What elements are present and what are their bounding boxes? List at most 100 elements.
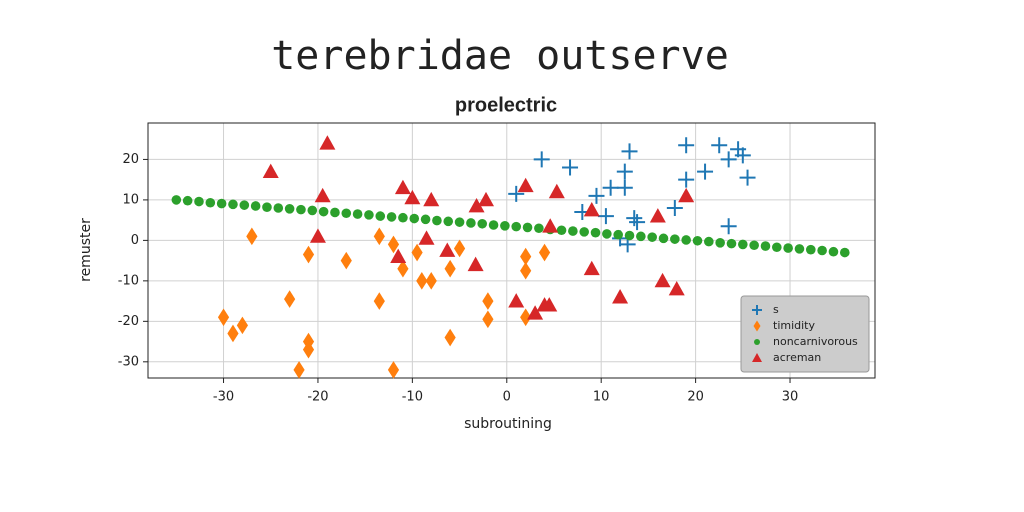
marker-triangle <box>752 353 762 362</box>
legend-label: noncarnivorous <box>773 335 858 348</box>
marker-plus <box>734 147 751 164</box>
marker-triangle <box>612 289 629 304</box>
marker-diamond <box>444 259 456 278</box>
marker-plus <box>533 151 550 168</box>
chart-subtitle: proelectric <box>455 94 557 116</box>
marker-circle <box>386 212 397 222</box>
marker-plus <box>616 163 633 180</box>
marker-circle <box>839 247 850 258</box>
marker-diamond <box>387 235 400 254</box>
marker-plus <box>508 185 525 202</box>
marker-triangle <box>309 228 326 243</box>
marker-diamond <box>444 328 456 347</box>
marker-diamond <box>482 310 494 329</box>
marker-plus <box>752 305 762 315</box>
y-tick-label: 0 <box>131 233 139 248</box>
marker-plus <box>697 163 714 180</box>
marker-diamond <box>284 290 296 308</box>
marker-circle <box>805 244 816 255</box>
marker-plus <box>562 159 579 176</box>
marker-diamond <box>302 245 315 264</box>
marker-circle <box>692 235 703 246</box>
chart-title: terebridae outserve <box>271 33 729 79</box>
marker-triangle <box>678 187 695 203</box>
marker-diamond <box>387 361 400 379</box>
marker-circle <box>454 217 465 227</box>
marker-circle <box>760 241 771 251</box>
marker-plus <box>720 218 737 235</box>
marker-diamond <box>236 316 249 335</box>
marker-plus <box>602 179 619 196</box>
marker-diamond <box>411 243 423 262</box>
marker-circle <box>420 214 431 225</box>
y-tick-label: -30 <box>118 354 139 369</box>
marker-circle <box>511 221 522 232</box>
marker-diamond <box>416 272 428 290</box>
marker-diamond <box>520 308 532 327</box>
marker-circle <box>534 223 544 234</box>
marker-circle <box>658 233 669 244</box>
marker-circle <box>749 240 759 251</box>
marker-plus <box>588 187 605 204</box>
marker-diamond <box>293 361 305 379</box>
marker-plus <box>711 137 728 154</box>
marker-circle <box>613 229 623 240</box>
marker-circle <box>488 220 499 230</box>
x-tick-label: 30 <box>782 390 799 405</box>
x-tick-label: 10 <box>593 390 610 405</box>
x-tick-label: -10 <box>402 390 423 405</box>
marker-plus <box>621 143 638 160</box>
marker-plus <box>629 214 646 231</box>
marker-circle <box>477 218 488 229</box>
marker-triangle <box>394 179 411 195</box>
marker-triangle <box>517 177 534 193</box>
marker-circle <box>296 204 306 215</box>
marker-diamond <box>753 320 761 332</box>
marker-circle <box>352 209 363 219</box>
marker-circle <box>579 227 589 237</box>
marker-diamond <box>246 227 258 246</box>
marker-triangle <box>314 187 331 203</box>
marker-triangle <box>583 202 600 217</box>
marker-circle <box>500 221 510 231</box>
x-axis-label: subroutining <box>464 416 552 432</box>
legend-box <box>740 295 870 373</box>
marker-circle <box>273 203 284 213</box>
marker-plus <box>626 210 643 227</box>
marker-circle <box>556 225 567 236</box>
x-tick-label: -30 <box>213 390 234 405</box>
marker-circle <box>205 197 216 208</box>
marker-triangle <box>404 189 421 205</box>
marker-triangle <box>418 230 435 245</box>
marker-circle <box>375 211 386 221</box>
marker-circle <box>670 234 680 244</box>
marker-circle <box>647 232 657 242</box>
marker-diamond <box>538 243 551 262</box>
marker-plus <box>678 137 695 154</box>
marker-circle <box>794 244 805 254</box>
marker-diamond <box>340 251 352 270</box>
marker-diamond <box>520 261 532 280</box>
legend-label: acreman <box>773 351 821 364</box>
marker-triangle <box>668 280 685 296</box>
marker-diamond <box>520 247 532 266</box>
y-tick-label: 10 <box>122 192 139 207</box>
marker-triangle <box>319 135 336 150</box>
marker-circle <box>284 204 295 214</box>
legend-label: s <box>773 303 779 316</box>
marker-circle <box>624 230 635 241</box>
marker-plus <box>678 171 695 188</box>
marker-diamond <box>217 308 230 327</box>
legend-label: timidity <box>773 319 815 332</box>
marker-circle <box>171 195 182 205</box>
marker-triangle <box>649 208 666 223</box>
marker-circle <box>590 227 601 238</box>
marker-circle <box>307 205 318 216</box>
plot-frame <box>147 122 876 379</box>
marker-circle <box>330 207 340 218</box>
marker-triangle <box>468 197 485 213</box>
marker-circle <box>182 195 193 206</box>
y-axis-label: remuster <box>78 218 94 282</box>
marker-triangle <box>423 191 440 207</box>
